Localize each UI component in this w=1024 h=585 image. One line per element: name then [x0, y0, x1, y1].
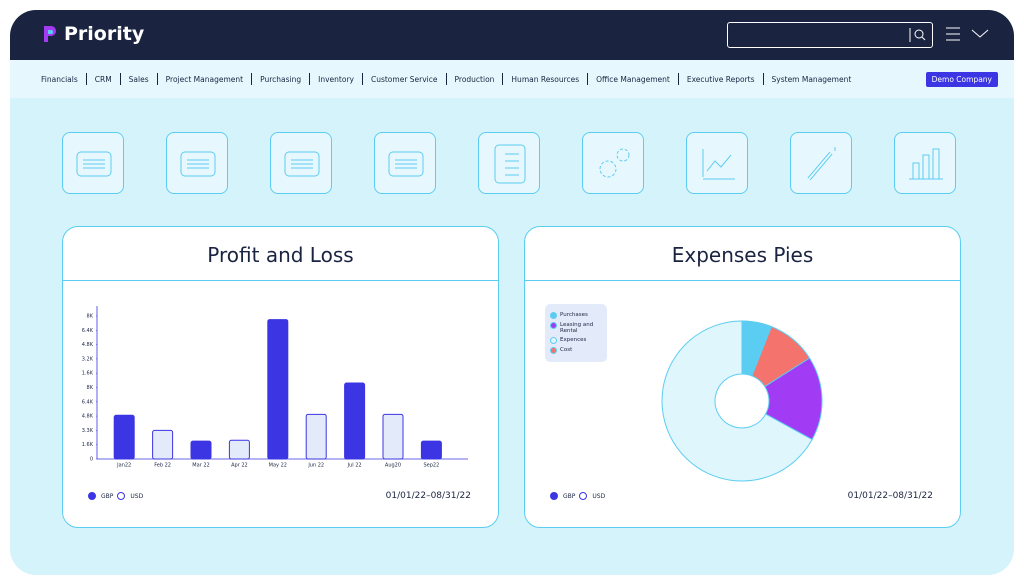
x-tick-label: Aug20 — [385, 463, 401, 469]
nav-item[interactable]: Purchasing — [260, 74, 302, 84]
x-tick-label: May 22 — [269, 463, 287, 469]
y-tick-label: 1.6K — [82, 442, 94, 448]
bar — [382, 413, 404, 460]
app-icon[interactable] — [62, 132, 124, 194]
nav-separator — [251, 73, 253, 85]
legend-label: Purchases — [560, 312, 588, 318]
top-bar: Priority — [10, 10, 1014, 60]
nav-separator — [361, 73, 363, 85]
logo: Priority — [42, 23, 144, 45]
bar — [152, 429, 174, 460]
logo-mark — [44, 26, 56, 42]
nav-item[interactable]: System Management — [771, 74, 852, 84]
nav-item[interactable]: Executive Reports — [686, 74, 755, 84]
y-tick-label: 6.4K — [82, 328, 94, 334]
date-range: 01/01/22–08/31/22 — [385, 491, 471, 501]
nav-bar: Financials CRM Sales Project Management Purc… — [10, 60, 1014, 98]
nav-separator — [309, 73, 311, 85]
radio-label[interactable]: GBP — [563, 492, 576, 500]
legend-item: Expences — [550, 337, 602, 344]
bar — [344, 382, 366, 460]
menu-icons[interactable] — [944, 24, 994, 48]
panel-title: Profit and Loss — [63, 227, 498, 281]
currency-radios[interactable]: GBP USD — [550, 492, 605, 500]
nav-separator — [762, 73, 764, 85]
legend-swatch — [550, 312, 557, 319]
nav-item[interactable]: Inventory — [318, 74, 354, 84]
nav-separator — [85, 73, 87, 85]
x-tick-label: Jun 22 — [307, 463, 324, 469]
x-tick-label: Jan22 — [116, 463, 131, 469]
y-tick-label: 8K — [87, 314, 94, 320]
app-icon[interactable] — [270, 132, 332, 194]
legend-item: Leasing and Rental — [550, 322, 602, 334]
nav-separator — [587, 73, 589, 85]
y-tick-label: 8K — [87, 385, 94, 391]
app-icon[interactable] — [894, 132, 956, 194]
bar — [190, 440, 212, 460]
legend-label: Cost — [560, 347, 573, 353]
date-range: 01/01/22–08/31/22 — [847, 491, 933, 501]
bar — [305, 413, 327, 460]
nav-item[interactable]: CRM — [94, 74, 112, 84]
nav-item[interactable]: Sales — [128, 74, 149, 84]
legend-label: Leasing and Rental — [560, 322, 594, 334]
radio-label[interactable]: USD — [130, 492, 144, 500]
nav-separator — [156, 73, 158, 85]
app-icon[interactable] — [790, 132, 852, 194]
search-icon — [909, 28, 926, 42]
x-tick-label: Feb 22 — [154, 463, 171, 469]
app-icon[interactable] — [166, 132, 228, 194]
y-tick-label: 4.8K — [82, 414, 94, 420]
legend-label: Expences — [560, 337, 587, 343]
legend-swatch — [550, 337, 557, 344]
bar — [267, 319, 289, 460]
radio-label[interactable]: GBP — [101, 492, 114, 500]
company-button[interactable]: Demo Company — [925, 72, 998, 87]
nav-item[interactable]: Office Management — [596, 74, 670, 84]
y-tick-label: 4.8K — [82, 342, 94, 348]
search-box[interactable] — [727, 22, 933, 48]
currency-radios[interactable]: GBP USD — [88, 492, 143, 500]
bar — [420, 440, 442, 460]
nav-item[interactable]: Project Management — [165, 74, 244, 84]
legend-item: Purchases — [550, 312, 602, 319]
nav-separator — [502, 73, 504, 85]
panel-title: Expenses Pies — [525, 227, 960, 281]
app-frame: Priority Financials CRM Sales Project Manag… — [10, 10, 1014, 575]
app-icon[interactable] — [582, 132, 644, 194]
legend: Purchases Leasing and Rental Expences Cost — [545, 304, 607, 362]
bar — [113, 414, 135, 460]
nav-item[interactable]: Customer Service — [370, 74, 438, 84]
nav-item[interactable]: Financials — [41, 74, 78, 84]
legend-swatch — [550, 322, 557, 329]
app-icon[interactable] — [686, 132, 748, 194]
x-tick-label: Mar 22 — [192, 463, 209, 469]
nav-separator — [445, 73, 447, 85]
logo-text: Priority — [64, 23, 145, 45]
y-tick-label: 0 — [90, 457, 93, 463]
pie-slice — [764, 357, 823, 441]
bar — [228, 439, 250, 460]
y-tick-label: 6.4K — [82, 399, 94, 405]
nav-separator — [677, 73, 679, 85]
radio-label[interactable]: USD — [592, 492, 606, 500]
app-icon[interactable] — [374, 132, 436, 194]
legend-item: Cost — [550, 347, 602, 354]
app-icon[interactable] — [478, 132, 540, 194]
nav-item[interactable]: Human Resources — [511, 74, 580, 84]
nav-separator — [119, 73, 121, 85]
nav-item[interactable]: Production — [454, 74, 495, 84]
x-tick-label: Apr 22 — [231, 463, 248, 469]
pie-slice — [661, 320, 813, 482]
x-tick-label: Sep22 — [424, 463, 440, 469]
x-tick-label: Jul 22 — [347, 463, 362, 469]
y-tick-label: 1.6K — [82, 371, 94, 377]
legend-swatch — [550, 347, 557, 354]
y-tick-label: 3.3K — [82, 428, 94, 434]
y-tick-label: 3.2K — [82, 356, 94, 362]
